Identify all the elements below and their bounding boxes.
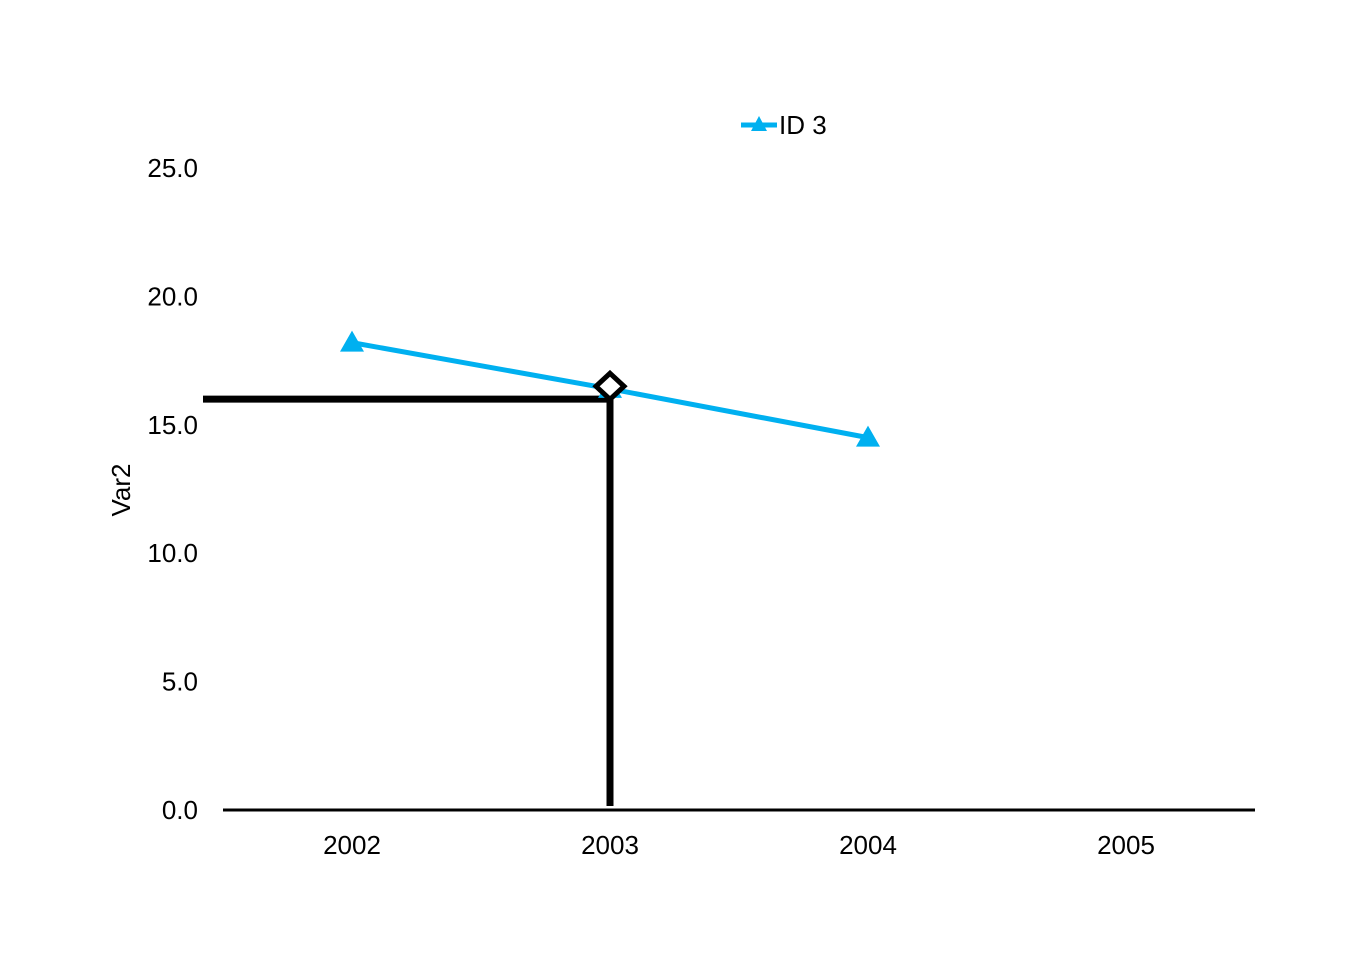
x-tick-label: 2005 xyxy=(1097,830,1155,860)
x-tick-label: 2004 xyxy=(839,830,897,860)
legend-triangle-icon xyxy=(751,116,767,131)
legend-label-id-3: ID 3 xyxy=(779,110,827,140)
y-tick-label: 0.0 xyxy=(162,795,198,825)
data-point-triangle xyxy=(340,330,364,352)
y-tick-label: 10.0 xyxy=(147,538,198,568)
x-tick-label: 2003 xyxy=(581,830,639,860)
x-tick-labels: 2002 2003 2004 2005 xyxy=(323,830,1155,860)
y-tick-label: 20.0 xyxy=(147,281,198,311)
y-axis-title-group: Var2 xyxy=(106,464,136,517)
legend: ID 3 xyxy=(741,110,827,140)
y-tick-label: 5.0 xyxy=(162,667,198,697)
x-tick-label: 2002 xyxy=(323,830,381,860)
y-tick-label: 25.0 xyxy=(147,153,198,183)
data-point-triangle xyxy=(856,425,880,447)
y-axis-title: Var2 xyxy=(106,464,136,517)
y-tick-labels: 0.0 5.0 10.0 15.0 20.0 25.0 xyxy=(147,153,198,825)
reference-lines xyxy=(203,395,614,806)
diamond-marker xyxy=(592,369,628,403)
y-tick-label: 15.0 xyxy=(147,410,198,440)
series-group xyxy=(340,330,880,447)
